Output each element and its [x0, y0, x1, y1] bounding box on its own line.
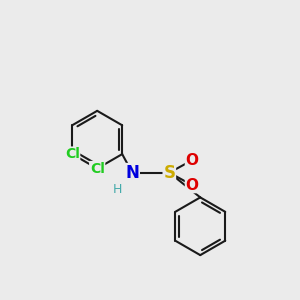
- Text: Cl: Cl: [90, 161, 105, 176]
- Text: H: H: [113, 183, 122, 196]
- Text: Cl: Cl: [65, 147, 80, 161]
- Text: O: O: [185, 178, 199, 193]
- Text: S: S: [163, 164, 175, 182]
- Text: N: N: [125, 164, 139, 182]
- Text: O: O: [185, 153, 199, 168]
